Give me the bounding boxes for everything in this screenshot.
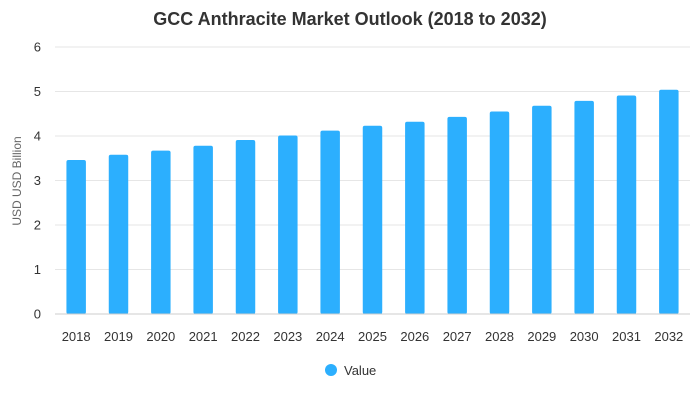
x-tick-label: 2021 [189, 329, 218, 344]
bar-2028[interactable] [489, 111, 510, 315]
bar-2022[interactable] [235, 140, 256, 314]
legend: Value [325, 363, 376, 378]
bar-2031[interactable] [616, 95, 637, 314]
x-tick-label: 2024 [316, 329, 345, 344]
bar-2021[interactable] [193, 145, 213, 314]
x-tick-label: 2029 [527, 329, 556, 344]
y-axis-ticks: 0 1 2 3 4 5 6 [34, 40, 41, 322]
bar-2032[interactable] [659, 89, 679, 314]
x-tick-label: 2018 [62, 329, 91, 344]
y-tick-label: 2 [34, 218, 41, 233]
x-tick-label: 2020 [146, 329, 175, 344]
bar-2024[interactable] [320, 130, 340, 314]
bar-2020[interactable] [151, 150, 171, 314]
x-tick-label: 2031 [612, 329, 641, 344]
x-tick-label: 2030 [570, 329, 599, 344]
bar-2025[interactable] [362, 125, 383, 314]
y-axis-label: USD USD Billion [10, 136, 24, 225]
bar-2018[interactable] [66, 160, 86, 314]
x-tick-label: 2026 [400, 329, 429, 344]
bar-2023[interactable] [278, 135, 298, 314]
x-tick-label: 2027 [443, 329, 472, 344]
legend-label-value[interactable]: Value [344, 363, 376, 378]
bar-2019[interactable] [108, 154, 129, 314]
x-tick-label: 2023 [273, 329, 302, 344]
bar-2029[interactable] [532, 105, 552, 315]
x-tick-label: 2032 [654, 329, 683, 344]
x-tick-label: 2019 [104, 329, 133, 344]
y-tick-label: 0 [34, 307, 41, 322]
y-tick-label: 5 [34, 84, 41, 99]
x-axis-ticks: 2018 2019 2020 2021 2022 2023 2024 2025 2026 2027… [62, 329, 684, 344]
y-tick-label: 3 [34, 173, 41, 188]
chart-title: GCC Anthracite Market Outlook (2018 to 2… [153, 9, 546, 29]
legend-marker-value[interactable] [325, 364, 337, 376]
x-tick-label: 2025 [358, 329, 387, 344]
y-tick-label: 4 [34, 129, 41, 144]
y-tick-label: 6 [34, 40, 41, 55]
x-tick-label: 2022 [231, 329, 260, 344]
x-tick-label: 2028 [485, 329, 514, 344]
y-tick-label: 1 [34, 262, 41, 277]
bar-2030[interactable] [574, 100, 594, 314]
bar-2027[interactable] [447, 116, 467, 315]
bar-2026[interactable] [405, 121, 425, 314]
bars [66, 89, 679, 315]
